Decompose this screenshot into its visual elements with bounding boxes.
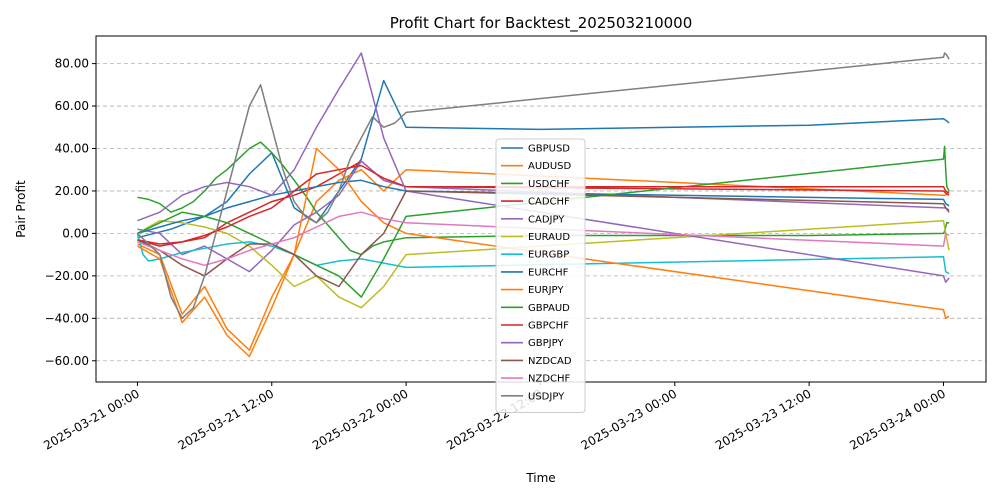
legend-box [495, 138, 586, 413]
legend-label: CADJPY [528, 214, 565, 225]
series-line-eurjpy [137, 147, 950, 358]
legend-label: CADCHF [528, 197, 570, 208]
chart-title: Profit Chart for Backtest_202503210000 [390, 14, 693, 33]
legend-label: GBPAUD [528, 303, 570, 314]
y-tick-label: −40.00 [45, 311, 89, 325]
series-line-audusd [137, 168, 950, 351]
legend-label: EURJPY [528, 285, 564, 296]
legend-label: GBPUSD [528, 144, 570, 155]
y-tick-label: 40.00 [55, 142, 89, 156]
series-line-eurchf [137, 179, 950, 235]
series-lines [136, 52, 950, 358]
y-tick-label: 20.00 [55, 184, 89, 198]
y-axis-ticks: −60.00 −40.00 −20.00 0.00 20.00 40.00 60.00 80.… [45, 57, 96, 368]
legend-label: NZDCAD [528, 356, 572, 367]
x-axis-label: Time [525, 471, 555, 485]
y-tick-label: −20.00 [45, 269, 89, 283]
series-line-usdchf [137, 141, 950, 256]
series-line-nzdcad [137, 190, 950, 288]
legend-label: GBPJPY [528, 338, 564, 349]
legend-label: USDJPY [528, 391, 565, 402]
legend-label: USDCHF [528, 179, 570, 190]
legend-label: EURAUD [528, 232, 570, 243]
series-line-euraud [137, 219, 950, 309]
legend-label: EURGBP [528, 250, 569, 261]
legend-label: EURCHF [528, 267, 569, 278]
y-tick-label: −60.00 [45, 354, 89, 368]
series-line-usdjpy [136, 52, 950, 320]
y-axis-label: Pair Profit [14, 180, 28, 238]
legend: GBPUSD AUDUSD USDCHF CADCHF CADJPY EURAUD EURG… [495, 138, 586, 413]
legend-label: GBPCHF [528, 321, 569, 332]
y-tick-label: 0.00 [62, 226, 89, 240]
series-line-gbpjpy [137, 52, 950, 283]
series-line-gbpaud [137, 145, 950, 298]
legend-label: NZDCHF [528, 374, 571, 385]
y-tick-label: 80.00 [55, 57, 89, 71]
series-line-nzdchf [137, 211, 950, 267]
series-line-gbpchf [137, 164, 950, 247]
series-line-cadchf [137, 160, 950, 245]
legend-label: AUDUSD [528, 161, 572, 172]
y-tick-label: 60.00 [55, 99, 89, 113]
